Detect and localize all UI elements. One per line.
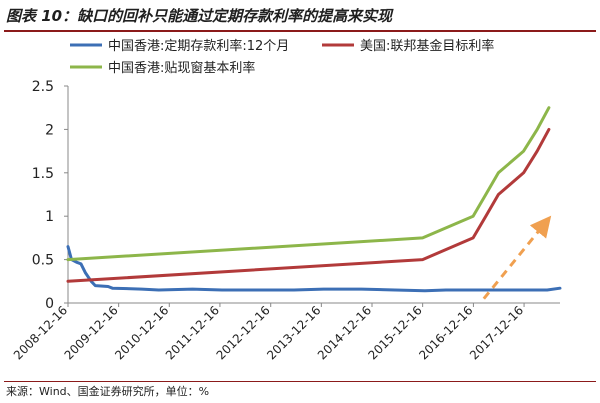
y-tick-label: 2	[45, 122, 54, 138]
series-line-2	[66, 127, 551, 283]
line-chart: 00.511.522.52008-12-162009-12-162010-12-…	[11, 38, 562, 362]
y-tick-label: 0.5	[32, 253, 54, 269]
source-note: 来源：Wind、国金证券研究所，单位：%	[6, 385, 210, 398]
y-tick-label: 1	[45, 209, 54, 225]
y-tick-label: 1.5	[32, 166, 54, 182]
x-tick-label: 2017-12-16	[467, 303, 526, 362]
page-title: 图表 10：缺口的回补只能通过定期存款利率的提高来实现	[6, 7, 393, 25]
legend-label-3: 中国香港:贴现窗基本利率	[108, 60, 255, 76]
x-tick-label: 2011-12-16	[163, 303, 222, 362]
legend-label-1: 中国香港:定期存款利率:12个月	[108, 38, 289, 54]
footer-divider	[4, 381, 596, 382]
annotations	[482, 215, 552, 300]
axes: 00.511.522.52008-12-162009-12-162010-12-…	[11, 79, 560, 362]
trend-arrow	[482, 215, 552, 300]
y-tick-label: 2.5	[32, 79, 54, 95]
title-divider	[4, 30, 596, 32]
series-line-1	[66, 245, 562, 293]
x-tick-label: 2015-12-16	[366, 303, 425, 362]
series-lines	[66, 106, 562, 293]
series-line-3	[66, 106, 551, 262]
legend-label-2: 美国:联邦基金目标利率	[360, 38, 494, 54]
y-tick-label: 0	[45, 296, 54, 312]
